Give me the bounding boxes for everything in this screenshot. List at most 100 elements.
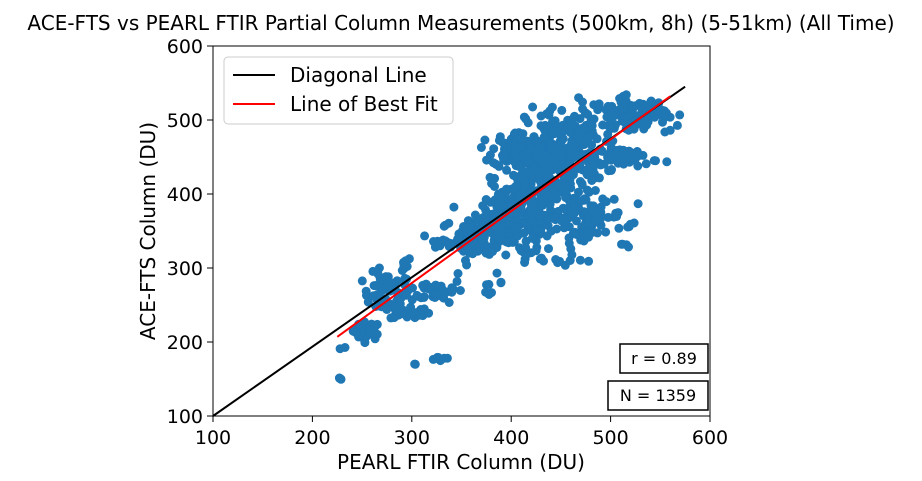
chart-title: ACE-FTS vs PEARL FTIR Partial Column Mea…	[27, 11, 894, 35]
x-tick-label: 300	[394, 427, 430, 449]
data-point	[582, 169, 592, 179]
data-point	[452, 276, 462, 286]
stat-n-value: N = 1359	[620, 386, 696, 405]
y-tick-label: 100	[167, 406, 203, 428]
data-point	[672, 120, 682, 130]
y-tick-label: 600	[167, 36, 203, 58]
data-point	[646, 97, 656, 107]
data-point	[573, 133, 583, 143]
data-point	[606, 115, 616, 125]
data-point	[482, 155, 492, 165]
data-point	[572, 216, 581, 226]
data-point	[559, 223, 569, 233]
data-point	[606, 124, 616, 134]
data-point	[603, 101, 613, 111]
data-point	[410, 359, 420, 369]
data-point	[397, 266, 407, 275]
data-point	[424, 308, 434, 318]
data-point	[575, 255, 585, 265]
data-point	[492, 268, 502, 278]
data-point	[558, 203, 568, 213]
y-tick-label: 500	[167, 110, 203, 132]
data-point	[575, 196, 585, 206]
data-point	[502, 165, 512, 175]
data-point	[612, 212, 622, 221]
data-point	[521, 243, 531, 253]
data-point	[385, 285, 395, 295]
data-point	[408, 283, 417, 293]
data-point	[584, 256, 594, 266]
data-point	[563, 122, 573, 132]
data-point	[578, 97, 587, 107]
data-point	[531, 246, 541, 256]
data-point	[535, 254, 545, 264]
data-point	[428, 354, 438, 364]
data-point	[553, 162, 563, 172]
data-point	[523, 118, 533, 128]
data-point	[583, 132, 593, 142]
x-tick-label: 100	[195, 427, 231, 449]
data-point	[520, 258, 530, 267]
data-point	[594, 99, 604, 109]
data-point	[528, 173, 538, 183]
data-point	[497, 194, 507, 204]
plot-frame	[212, 45, 711, 417]
data-point	[355, 330, 365, 339]
data-point	[583, 109, 593, 119]
data-point	[540, 150, 550, 160]
data-point	[468, 249, 478, 259]
data-point	[383, 278, 393, 288]
data-point	[516, 162, 525, 172]
data-point	[601, 197, 611, 207]
data-point	[372, 319, 382, 329]
data-point	[394, 296, 404, 306]
plot-area	[212, 45, 711, 417]
data-point	[621, 153, 631, 163]
data-point	[527, 216, 537, 226]
data-point	[482, 214, 492, 224]
data-point	[633, 199, 643, 209]
data-point	[335, 344, 345, 354]
data-point	[415, 310, 425, 320]
data-point	[544, 110, 554, 120]
data-point	[490, 173, 500, 183]
data-point	[480, 135, 490, 145]
data-point	[614, 155, 624, 165]
data-point	[603, 212, 613, 222]
data-point	[412, 291, 422, 301]
data-point	[607, 165, 616, 174]
data-point	[477, 235, 487, 245]
data-point	[594, 173, 604, 183]
data-point	[544, 244, 553, 254]
data-point	[518, 129, 528, 139]
data-point	[599, 159, 609, 169]
data-point	[465, 220, 475, 230]
data-point	[455, 286, 465, 295]
data-point	[633, 161, 643, 171]
data-point	[553, 144, 563, 153]
series-lines	[212, 85, 686, 417]
data-point	[481, 287, 491, 297]
y-tick-label: 200	[167, 332, 203, 354]
data-point	[510, 128, 520, 138]
data-point	[502, 184, 511, 194]
x-tick-label: 600	[692, 427, 728, 449]
data-point	[476, 143, 486, 152]
data-point	[425, 282, 435, 292]
data-point	[538, 195, 548, 205]
data-point	[650, 112, 660, 122]
data-point	[462, 260, 472, 270]
data-point	[639, 124, 649, 134]
data-point	[547, 102, 557, 112]
data-point	[501, 250, 511, 260]
data-point	[516, 142, 526, 152]
data-point	[557, 179, 567, 188]
data-point	[588, 209, 598, 218]
data-point	[561, 193, 571, 203]
data-point	[527, 233, 537, 243]
stat-r-box: r = 0.89	[619, 343, 709, 374]
data-point	[357, 276, 367, 286]
data-point	[399, 257, 408, 267]
data-point	[401, 290, 411, 300]
data-point	[391, 306, 401, 316]
